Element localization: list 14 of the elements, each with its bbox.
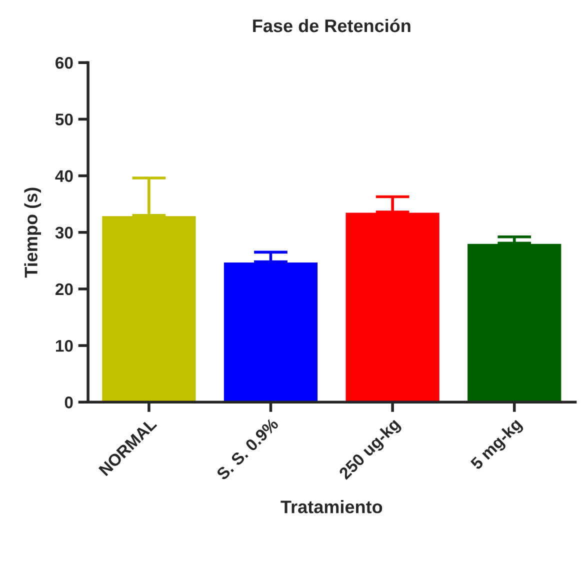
chart-title: Fase de Retención <box>253 18 410 32</box>
y-tick-label: 40 <box>55 170 73 182</box>
bar <box>466 242 563 402</box>
y-axis-title: Tiempo (s) <box>24 188 42 278</box>
y-tick-label: 50 <box>55 114 73 126</box>
y-tick-label: 30 <box>55 226 73 239</box>
y-tick-label: 10 <box>56 340 73 352</box>
bar <box>222 261 319 402</box>
y-tick-label: 20 <box>56 283 73 296</box>
y-tick-label: 0 <box>64 396 73 408</box>
y-tick-label: 60 <box>56 57 73 69</box>
bar <box>344 211 441 402</box>
x-axis-title: Tratamiento <box>280 500 382 514</box>
bar <box>100 214 198 402</box>
